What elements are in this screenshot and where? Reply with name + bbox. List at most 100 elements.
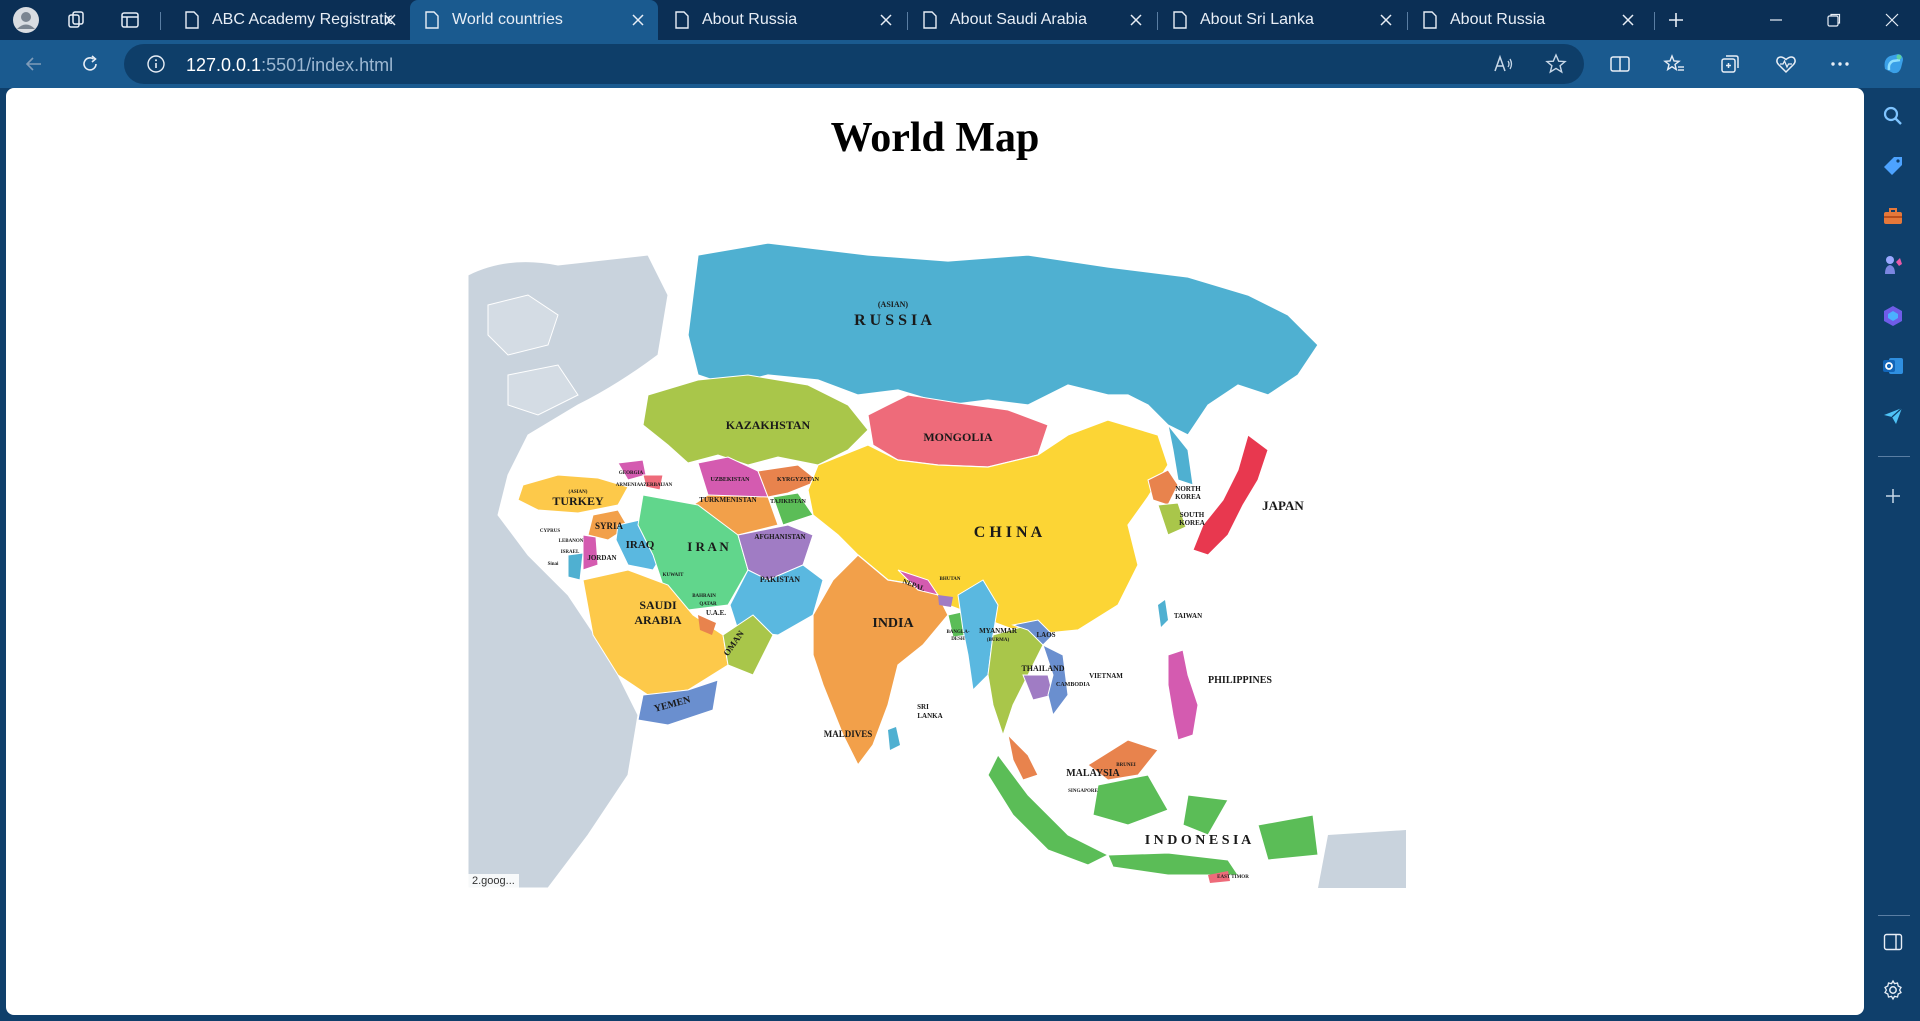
- map-label-bahrain: BAHRAIN: [692, 594, 716, 599]
- edge-sidebar: [1866, 88, 1920, 1021]
- settings-and-more-button[interactable]: [1824, 48, 1856, 80]
- site-info-icon[interactable]: [142, 50, 170, 78]
- map-label-bhutan: BHUTAN: [939, 577, 960, 582]
- url-path: :5501/index.html: [261, 55, 394, 75]
- navigation-bar: 127.0.0.1:5501/index.html: [0, 40, 1920, 88]
- map-label-saudi-1: SAUDI: [639, 598, 677, 612]
- map-label-south-korea-2: KOREA: [1179, 519, 1205, 527]
- minimize-button[interactable]: [1748, 0, 1804, 40]
- map-label-syria: SYRIA: [595, 521, 624, 531]
- url-text[interactable]: 127.0.0.1:5501/index.html: [186, 55, 393, 76]
- page-title: World Map: [830, 115, 1040, 161]
- map-label-bangladesh-2: DESH: [951, 637, 965, 642]
- url-host: 127.0.0.1: [186, 55, 262, 75]
- close-tab-button[interactable]: [1376, 10, 1396, 30]
- close-tab-button[interactable]: [1126, 10, 1146, 30]
- tab-title: ABC Academy Registration: [212, 11, 392, 28]
- microsoft-365-icon[interactable]: [1879, 302, 1907, 330]
- page-icon: [1423, 11, 1437, 29]
- shopping-tag-icon[interactable]: [1879, 152, 1907, 180]
- map-label-sinai: Sinai: [548, 562, 559, 567]
- map-label-iran: I R A N: [687, 539, 729, 554]
- collections-icon: [1721, 55, 1739, 73]
- close-window-button[interactable]: [1864, 0, 1920, 40]
- tab-bar: ABC Academy Registration World countries…: [0, 0, 1920, 40]
- split-screen-icon: [1610, 56, 1630, 72]
- vertical-tabs-button[interactable]: [114, 4, 146, 36]
- map-label-laos: LAOS: [1036, 631, 1055, 639]
- close-tab-button[interactable]: [1618, 10, 1638, 30]
- favorites-button[interactable]: [1658, 48, 1690, 80]
- favorite-star-icon[interactable]: [1542, 50, 1570, 78]
- tab-about-saudi-arabia[interactable]: About Saudi Arabia: [908, 0, 1156, 40]
- plus-icon: [1669, 13, 1683, 27]
- map-label-bangladesh-1: BANGLA-: [946, 630, 969, 635]
- address-bar[interactable]: 127.0.0.1:5501/index.html: [124, 44, 1584, 84]
- close-icon: [632, 14, 644, 26]
- map-label-pakistan: PAKISTAN: [760, 575, 800, 584]
- hide-sidebar-button[interactable]: [1879, 928, 1907, 956]
- map-label-sri-lanka-2: LANKA: [917, 712, 942, 720]
- map-label-afghanistan: AFGHANISTAN: [754, 533, 805, 541]
- map-label-taiwan: TAIWAN: [1174, 612, 1202, 620]
- send-paper-plane-icon[interactable]: [1879, 402, 1907, 430]
- restore-button[interactable]: [1806, 0, 1862, 40]
- tab-about-russia-2[interactable]: About Russia: [1408, 0, 1648, 40]
- heart-pulse-icon: [1776, 56, 1796, 74]
- close-icon: [1885, 13, 1899, 27]
- map-label-iraq: IRAQ: [626, 539, 655, 551]
- games-chess-icon[interactable]: [1879, 252, 1907, 280]
- map-label-japan: JAPAN: [1262, 498, 1304, 513]
- map-label-saudi-2: ARABIA: [634, 613, 682, 627]
- tab-abc-academy[interactable]: ABC Academy Registration: [170, 0, 410, 40]
- tab-title: About Sri Lanka: [1200, 11, 1314, 28]
- sidebar-panel-icon: [1883, 933, 1903, 951]
- tab-separator: [160, 12, 161, 30]
- back-button[interactable]: [18, 48, 50, 80]
- copilot-button[interactable]: [1878, 48, 1910, 80]
- map-label-thailand: THAILAND: [1021, 664, 1064, 673]
- new-tab-button[interactable]: [1660, 4, 1692, 36]
- tab-title: About Russia: [1450, 11, 1546, 28]
- sidebar-settings-button[interactable]: [1879, 976, 1907, 1004]
- minimize-icon: [1770, 19, 1782, 21]
- map-label-sri-lanka-1: SRI: [917, 703, 929, 711]
- split-screen-button[interactable]: [1604, 48, 1636, 80]
- profile-avatar[interactable]: [10, 4, 42, 36]
- map-label-jordan: JORDAN: [587, 554, 616, 562]
- read-aloud-icon[interactable]: [1490, 50, 1518, 78]
- more-horizontal-icon: [1831, 62, 1849, 66]
- collections-button[interactable]: [1714, 48, 1746, 80]
- map-label-brunei: BRUNEI: [1116, 763, 1136, 768]
- outlook-icon[interactable]: [1879, 352, 1907, 380]
- refresh-button[interactable]: [74, 48, 106, 80]
- tab-about-russia[interactable]: About Russia: [660, 0, 906, 40]
- map-label-myanmar-2: (BURMA): [987, 638, 1010, 643]
- image-credit: 2.goog...: [468, 874, 519, 888]
- map-label-east-timor: EAST TIMOR: [1217, 875, 1249, 880]
- asia-political-map: (ASIAN) R U S S I A KAZAKHSTAN MONGOLIA …: [467, 242, 1406, 889]
- page-icon: [1173, 11, 1187, 29]
- favorites-icon: [1663, 54, 1684, 72]
- map-label-north-korea-2: KOREA: [1175, 493, 1201, 501]
- close-tab-button[interactable]: [628, 10, 648, 30]
- tab-about-sri-lanka[interactable]: About Sri Lanka: [1158, 0, 1406, 40]
- tab-separator: [907, 12, 908, 30]
- close-tab-button[interactable]: [876, 10, 896, 30]
- tools-briefcase-icon[interactable]: [1879, 202, 1907, 230]
- add-sidebar-app-button[interactable]: [1879, 482, 1907, 510]
- close-icon: [1130, 14, 1142, 26]
- tab-world-countries[interactable]: World countries: [410, 0, 658, 40]
- map-label-mongolia: MONGOLIA: [923, 430, 993, 444]
- restore-icon: [1827, 13, 1841, 27]
- map-label-russia: R U S S I A: [854, 312, 932, 329]
- search-icon[interactable]: [1879, 102, 1907, 130]
- page-viewport: World Map: [6, 88, 1864, 1015]
- workspaces-button[interactable]: [60, 4, 92, 36]
- map-label-china: C H I N A: [974, 524, 1043, 541]
- tab-title: About Russia: [702, 11, 798, 28]
- close-tab-button[interactable]: [380, 10, 400, 30]
- browser-essentials-button[interactable]: [1770, 48, 1802, 80]
- map-label-turkey-sub: (ASIAN): [569, 490, 588, 495]
- map-label-myanmar-1: MYANMAR: [979, 627, 1018, 635]
